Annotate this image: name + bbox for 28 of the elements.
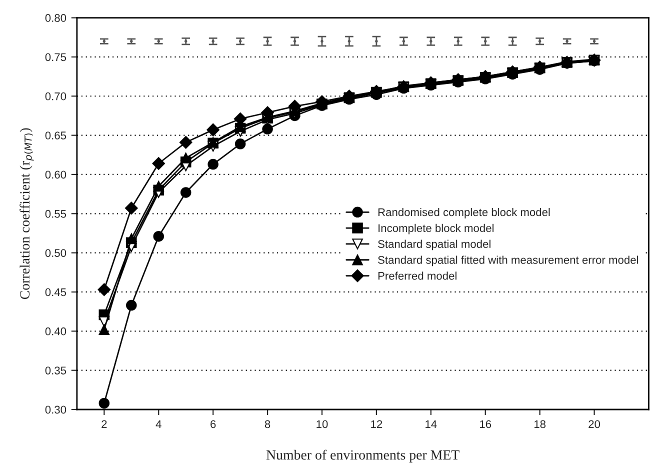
legend-label: Standard spatial model <box>378 240 490 250</box>
y-tick-label: 0.65 <box>45 132 66 140</box>
x-tick-label: 6 <box>210 420 216 428</box>
legend-label: Incomplete block model <box>378 224 494 234</box>
y-tick-label: 0.40 <box>45 327 66 336</box>
y-tick-label: 0.70 <box>45 92 66 100</box>
x-tick-label: 16 <box>480 420 492 428</box>
y-tick-label: 0.45 <box>45 288 66 296</box>
y-tick-label: 0.75 <box>45 53 66 62</box>
y-tick-label: 0.50 <box>45 249 66 257</box>
x-tick-label: 8 <box>264 420 270 428</box>
legend-label: Standard spatial fitted with measurement error model <box>378 256 638 266</box>
x-tick-label: 20 <box>588 420 600 428</box>
x-tick-label: 2 <box>102 420 107 428</box>
x-tick-label: 18 <box>534 420 546 428</box>
legend-label: Randomised complete block model <box>378 208 550 218</box>
x-tick-label: 10 <box>316 420 328 428</box>
y-tick-label: 0.60 <box>45 170 66 179</box>
y-axis-title: Correlation coefficient (r$_{p(MT)}$) <box>20 128 34 300</box>
x-axis-title: Number of environments per MET <box>266 450 460 462</box>
y-tick-label: 0.55 <box>45 210 66 218</box>
y-tick-label: 0.30 <box>45 406 66 414</box>
legend-label: Preferred model <box>378 272 456 280</box>
x-tick-label: 4 <box>156 420 162 428</box>
x-tick-label: 12 <box>371 420 382 428</box>
x-tick-label: 14 <box>426 420 437 428</box>
y-tick-label: 0.35 <box>45 366 66 374</box>
y-tick-label: 0.80 <box>45 14 66 22</box>
